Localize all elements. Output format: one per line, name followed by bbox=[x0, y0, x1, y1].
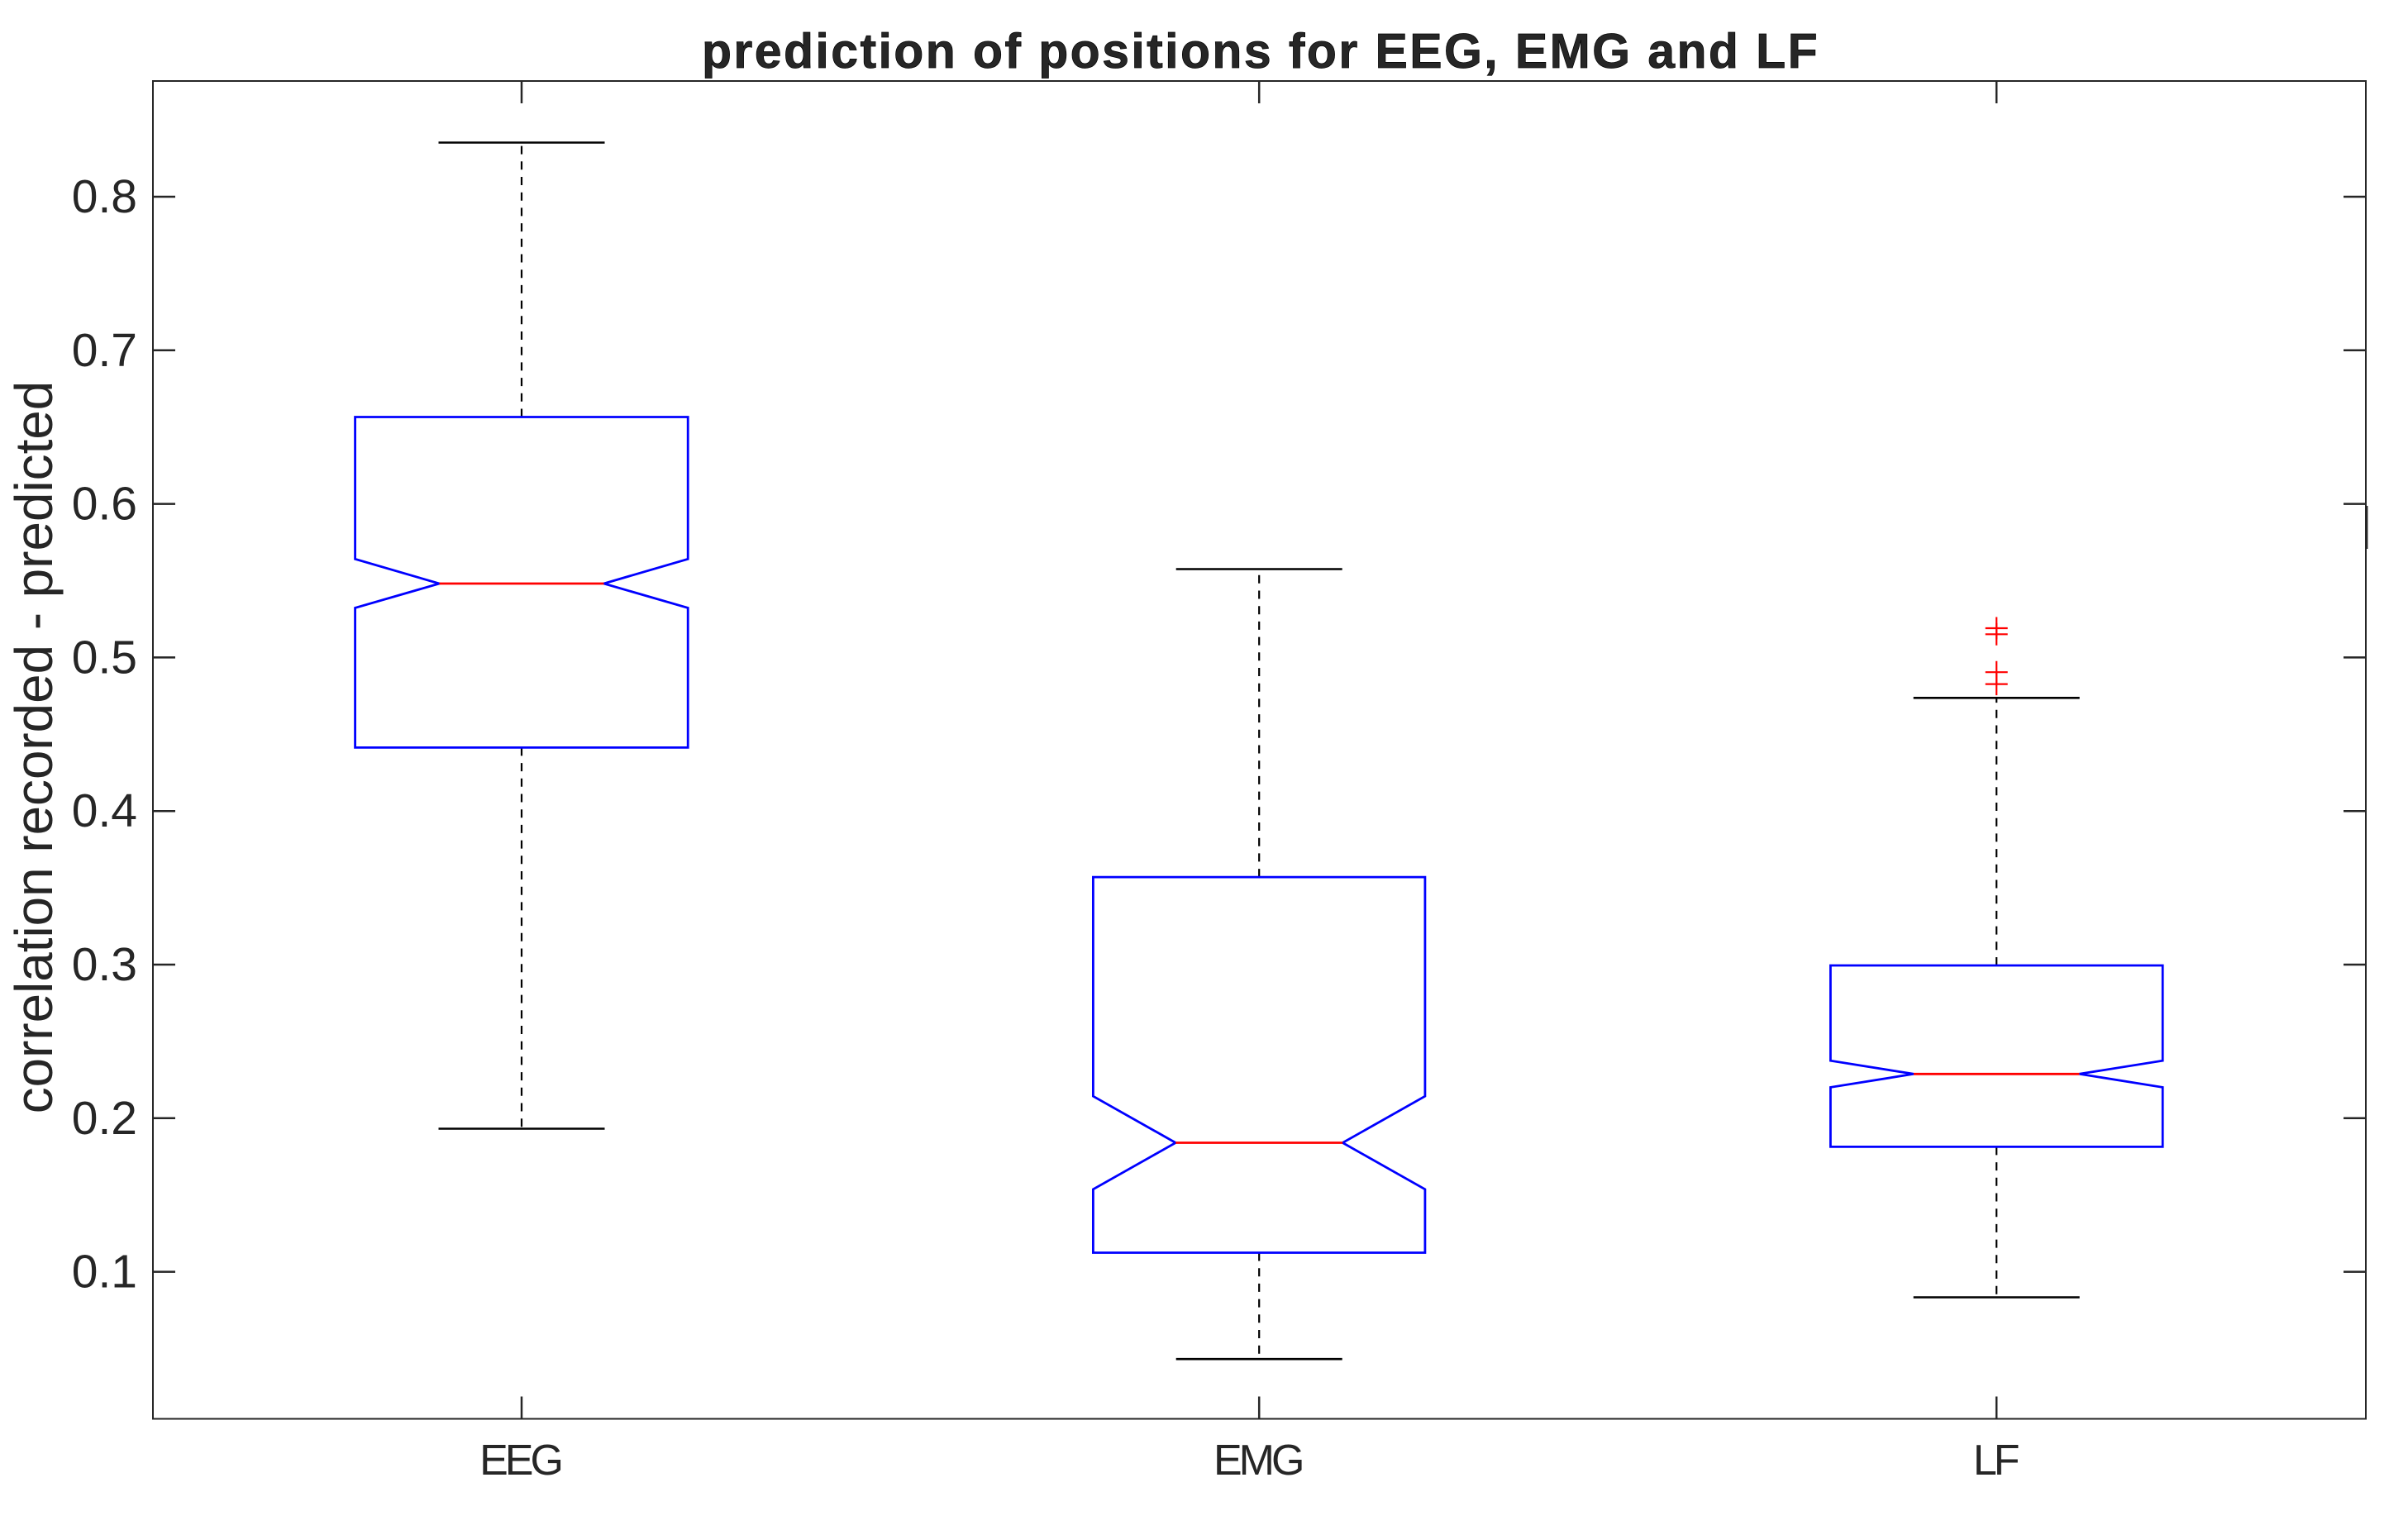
svg-text:0.4: 0.4 bbox=[72, 784, 137, 837]
svg-text:correlation recorded - predict: correlation recorded - predicted bbox=[4, 381, 64, 1114]
svg-text:LF: LF bbox=[1973, 1437, 2019, 1485]
svg-text:EMG: EMG bbox=[1214, 1437, 1302, 1485]
svg-text:0.1: 0.1 bbox=[72, 1246, 137, 1299]
svg-text:prediction of positions for EE: prediction of positions for EEG, EMG and… bbox=[702, 24, 1819, 79]
svg-text:0.8: 0.8 bbox=[72, 170, 137, 223]
svg-text:0.5: 0.5 bbox=[72, 631, 137, 684]
svg-text:0.6: 0.6 bbox=[72, 478, 137, 531]
svg-text:EEG: EEG bbox=[479, 1437, 560, 1485]
svg-text:0.7: 0.7 bbox=[72, 324, 137, 377]
svg-text:0.2: 0.2 bbox=[72, 1092, 137, 1145]
svg-text:0.3: 0.3 bbox=[72, 938, 137, 991]
